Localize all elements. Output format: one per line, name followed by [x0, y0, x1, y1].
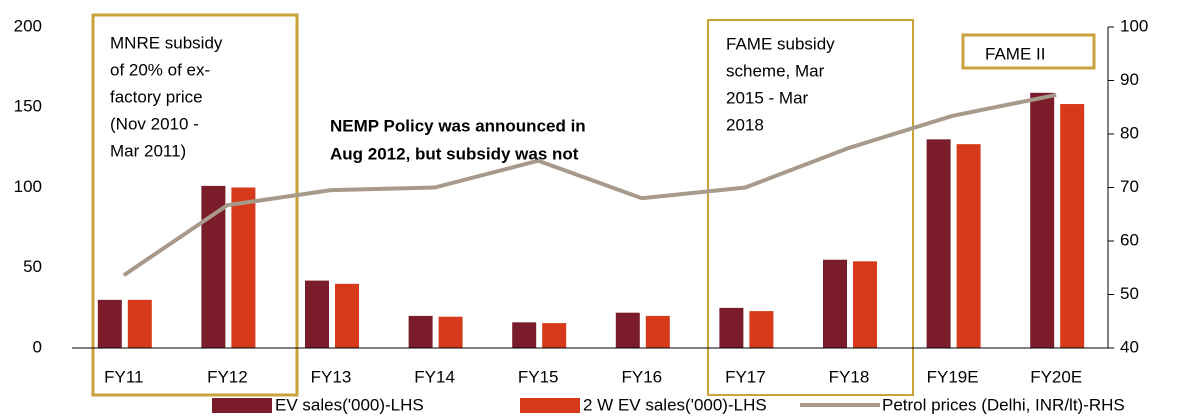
bar [645, 315, 670, 348]
y-tick-label: 50 [23, 257, 42, 276]
annotation: (Nov 2010 - [110, 114, 199, 133]
bar [853, 261, 877, 348]
y2-tick-label: 80 [1120, 123, 1139, 142]
x-tick-label: FY14 [414, 367, 455, 386]
legend-swatch [520, 398, 580, 413]
y-tick-label: 150 [14, 97, 42, 116]
line [122, 92, 1057, 277]
annotation: FAME subsidy [726, 34, 835, 53]
bar [97, 299, 122, 348]
legend-label: 2 W EV sales('000)-LHS [583, 395, 767, 414]
y-tick-label: 100 [14, 177, 42, 196]
y2-tick-label: 90 [1120, 70, 1139, 89]
bar [926, 139, 951, 348]
bar [408, 315, 433, 348]
annotation-box [707, 19, 914, 396]
y2-tick-label: 50 [1120, 284, 1139, 303]
annotation-box [961, 33, 1096, 70]
x-tick-label: FY19E [927, 367, 979, 386]
x-tick-label: FY15 [518, 367, 559, 386]
bar [1060, 104, 1085, 348]
bar [335, 283, 359, 348]
bar [305, 280, 329, 348]
y-tick-label: 0 [33, 337, 42, 356]
annotation: of 20% of ex- [110, 60, 210, 79]
annotation: Mar 2011) [110, 141, 186, 160]
x-tick-label: FY12 [207, 367, 248, 386]
x-tick-label: FY17 [725, 367, 766, 386]
annotation: NEMP Policy was announced in [330, 116, 586, 135]
y2-tick-label: 100 [1120, 16, 1148, 35]
y2-tick-label: 40 [1120, 337, 1139, 356]
legend-swatch [212, 398, 272, 413]
annotation: 2015 - Mar [726, 88, 809, 107]
bar [231, 187, 256, 348]
bar [438, 316, 463, 348]
bar [615, 312, 640, 348]
annotation: FAME II [985, 44, 1045, 63]
annotation: MNRE subsidy [110, 33, 223, 52]
y-tick-label: 200 [14, 16, 42, 35]
annotation: factory price [110, 87, 203, 106]
x-tick-label: FY20E [1030, 367, 1082, 386]
annotation: Aug 2012, but subsidy was not [330, 144, 579, 163]
x-tick-label: FY11 [104, 367, 143, 386]
annotation: 2018 [726, 115, 764, 134]
bar [512, 322, 537, 348]
y2-tick-label: 60 [1120, 230, 1139, 249]
bar [127, 299, 152, 348]
annotation-box [91, 13, 299, 397]
bar [1030, 92, 1055, 349]
legend-label: EV sales('000)-LHS [275, 395, 424, 414]
y2-tick-label: 70 [1120, 177, 1139, 196]
bar [956, 144, 981, 348]
bar [749, 311, 774, 348]
bar [823, 259, 847, 348]
bar [719, 307, 744, 348]
bar [542, 323, 567, 348]
annotation: scheme, Mar [726, 61, 825, 80]
x-tick-label: FY13 [311, 367, 352, 386]
x-tick-label: FY16 [621, 367, 662, 386]
x-tick-label: FY18 [829, 367, 870, 386]
legend-label: Petrol prices (Delhi, INR/lt)-RHS [882, 395, 1125, 414]
